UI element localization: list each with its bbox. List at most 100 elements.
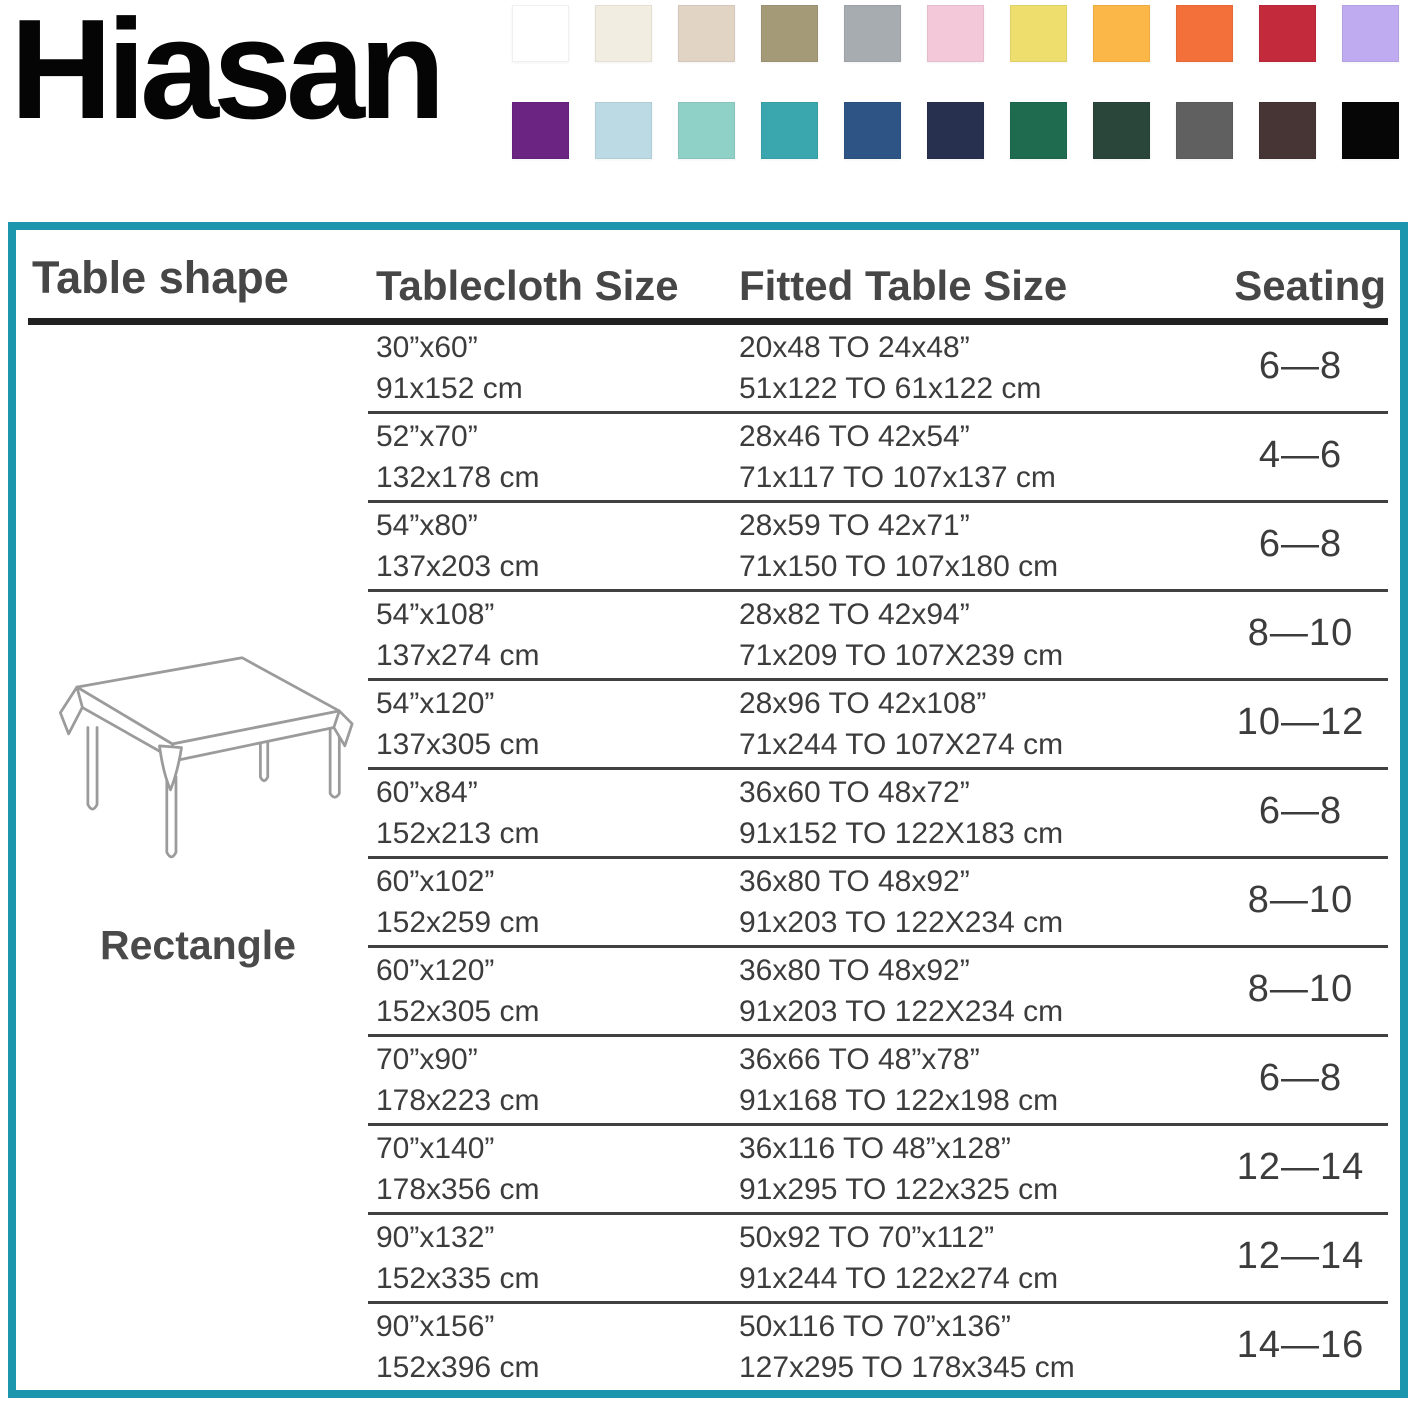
- fitted-size-cell: 36x66 TO 48”x78” 91x168 TO 122x198 cm: [733, 1039, 1213, 1121]
- color-swatch: [927, 5, 984, 62]
- tablecloth-size-cell: 90”x132” 152x335 cm: [368, 1217, 733, 1299]
- column-header-table-shape: Table shape: [32, 252, 289, 303]
- seating-cell: 8—10: [1247, 611, 1354, 654]
- fitted-size-cm: 91x295 TO 122x325 cm: [739, 1173, 1059, 1206]
- tablecloth-size-cm: 152x305 cm: [376, 995, 540, 1028]
- color-swatch: [1176, 102, 1233, 159]
- column-header-tablecloth-size: Tablecloth Size: [376, 262, 679, 309]
- fitted-size-inches: 50x92 TO 70”x112”: [739, 1221, 995, 1254]
- header-divider: [28, 318, 1388, 325]
- tablecloth-size-cm: 178x356 cm: [376, 1173, 540, 1206]
- seating-cell: 6—8: [1258, 344, 1343, 387]
- color-swatch: [761, 5, 818, 62]
- tablecloth-size-inches: 60”x120”: [376, 954, 495, 987]
- fitted-size-cm: 91x203 TO 122X234 cm: [739, 906, 1064, 939]
- fitted-size-inches: 28x82 TO 42x94”: [739, 598, 970, 631]
- rectangle-table-icon: [58, 656, 354, 859]
- fitted-size-inches: 36x80 TO 48x92”: [739, 865, 970, 898]
- color-swatch: [761, 102, 818, 159]
- tablecloth-size-inches: 52”x70”: [376, 420, 478, 453]
- tablecloth-size-cell: 70”x140” 178x356 cm: [368, 1128, 733, 1210]
- tablecloth-size-cm: 178x223 cm: [376, 1084, 540, 1117]
- tablecloth-size-inches: 90”x132”: [376, 1221, 495, 1254]
- table-shape-label: Rectangle: [100, 922, 296, 968]
- tablecloth-size-inches: 70”x90”: [376, 1043, 478, 1076]
- color-swatch-grid: [512, 5, 1399, 159]
- tablecloth-size-cell: 60”x102” 152x259 cm: [368, 861, 733, 943]
- seating-cell: 6—8: [1258, 789, 1343, 832]
- size-chart-body: Rectangle 30”x60” 91x152 cm 20x48 TO 24x…: [28, 325, 1388, 1390]
- fitted-size-cm: 71x150 TO 107x180 cm: [739, 550, 1059, 583]
- seating-cell: 4—6: [1258, 433, 1343, 476]
- fitted-size-inches: 20x48 TO 24x48”: [739, 331, 970, 364]
- tablecloth-size-inches: 30”x60”: [376, 331, 478, 364]
- color-swatch: [512, 102, 569, 159]
- color-swatch: [678, 102, 735, 159]
- fitted-size-cell: 36x116 TO 48”x128” 91x295 TO 122x325 cm: [733, 1128, 1213, 1210]
- color-swatch: [1093, 5, 1150, 62]
- table-row: 30”x60” 91x152 cm 20x48 TO 24x48” 51x122…: [368, 325, 1388, 411]
- table-row: 60”x84” 152x213 cm 36x60 TO 48x72” 91x15…: [368, 767, 1388, 856]
- table-row: 60”x102” 152x259 cm 36x80 TO 48x92” 91x2…: [368, 856, 1388, 945]
- tablecloth-size-cm: 91x152 cm: [376, 372, 523, 405]
- fitted-size-cell: 28x46 TO 42x54” 71x117 TO 107x137 cm: [733, 416, 1213, 498]
- fitted-size-cell: 36x60 TO 48x72” 91x152 TO 122X183 cm: [733, 772, 1213, 854]
- color-swatch: [595, 102, 652, 159]
- color-swatch: [1010, 102, 1067, 159]
- tablecloth-size-cell: 30”x60” 91x152 cm: [368, 327, 733, 409]
- seating-cell: 14—16: [1236, 1323, 1365, 1366]
- table-row: 70”x90” 178x223 cm 36x66 TO 48”x78” 91x1…: [368, 1034, 1388, 1123]
- color-swatch: [844, 102, 901, 159]
- color-swatch: [1342, 102, 1399, 159]
- table-row: 60”x120” 152x305 cm 36x80 TO 48x92” 91x2…: [368, 945, 1388, 1034]
- fitted-size-cell: 50x116 TO 70”x136” 127x295 TO 178x345 cm: [733, 1306, 1213, 1388]
- fitted-size-cell: 28x82 TO 42x94” 71x209 TO 107X239 cm: [733, 594, 1213, 676]
- seating-cell: 8—10: [1247, 878, 1354, 921]
- fitted-size-cell: 28x59 TO 42x71” 71x150 TO 107x180 cm: [733, 505, 1213, 587]
- fitted-size-cell: 36x80 TO 48x92” 91x203 TO 122X234 cm: [733, 861, 1213, 943]
- fitted-size-cm: 91x168 TO 122x198 cm: [739, 1084, 1059, 1117]
- tablecloth-size-cell: 70”x90” 178x223 cm: [368, 1039, 733, 1121]
- fitted-size-inches: 36x60 TO 48x72”: [739, 776, 970, 809]
- tablecloth-size-cm: 152x259 cm: [376, 906, 540, 939]
- fitted-size-cell: 20x48 TO 24x48” 51x122 TO 61x122 cm: [733, 327, 1213, 409]
- tablecloth-size-cell: 52”x70” 132x178 cm: [368, 416, 733, 498]
- color-swatch: [1176, 5, 1233, 62]
- fitted-size-cell: 28x96 TO 42x108” 71x244 TO 107X274 cm: [733, 683, 1213, 765]
- column-header-seating: Seating: [1234, 262, 1386, 309]
- tablecloth-size-cell: 54”x80” 137x203 cm: [368, 505, 733, 587]
- size-chart-rows: 30”x60” 91x152 cm 20x48 TO 24x48” 51x122…: [368, 325, 1388, 1390]
- table-row: 90”x156” 152x396 cm 50x116 TO 70”x136” 1…: [368, 1301, 1388, 1390]
- fitted-size-cell: 50x92 TO 70”x112” 91x244 TO 122x274 cm: [733, 1217, 1213, 1299]
- color-swatch: [1010, 5, 1067, 62]
- size-chart-header: Table shape Tablecloth Size Fitted Table…: [28, 230, 1388, 318]
- color-swatch: [1259, 5, 1316, 62]
- seating-cell: 6—8: [1258, 522, 1343, 565]
- tablecloth-size-cm: 152x396 cm: [376, 1351, 540, 1384]
- fitted-size-inches: 50x116 TO 70”x136”: [739, 1310, 1011, 1343]
- column-header-fitted-table-size: Fitted Table Size: [739, 262, 1068, 309]
- fitted-size-cm: 71x244 TO 107X274 cm: [739, 728, 1064, 761]
- brand-logo: Hiasan: [10, 0, 446, 149]
- seating-cell: 6—8: [1258, 1056, 1343, 1099]
- tablecloth-size-cell: 60”x120” 152x305 cm: [368, 950, 733, 1032]
- tablecloth-size-cell: 90”x156” 152x396 cm: [368, 1306, 733, 1388]
- fitted-size-cm: 91x203 TO 122X234 cm: [739, 995, 1064, 1028]
- seating-cell: 12—14: [1236, 1234, 1365, 1277]
- fitted-size-inches: 36x116 TO 48”x128”: [739, 1132, 1011, 1165]
- tablecloth-size-cm: 137x274 cm: [376, 639, 540, 672]
- fitted-size-inches: 28x96 TO 42x108”: [739, 687, 987, 720]
- tablecloth-size-inches: 60”x102”: [376, 865, 495, 898]
- table-row: 70”x140” 178x356 cm 36x116 TO 48”x128” 9…: [368, 1123, 1388, 1212]
- tablecloth-size-inches: 60”x84”: [376, 776, 478, 809]
- color-swatch: [512, 5, 569, 62]
- tablecloth-size-cell: 54”x120” 137x305 cm: [368, 683, 733, 765]
- fitted-size-cm: 91x244 TO 122x274 cm: [739, 1262, 1059, 1295]
- table-row: 54”x120” 137x305 cm 28x96 TO 42x108” 71x…: [368, 678, 1388, 767]
- tablecloth-size-inches: 90”x156”: [376, 1310, 495, 1343]
- seating-cell: 8—10: [1247, 967, 1354, 1010]
- size-chart: Table shape Tablecloth Size Fitted Table…: [8, 222, 1408, 1398]
- color-swatch: [595, 5, 652, 62]
- tablecloth-size-cm: 152x335 cm: [376, 1262, 540, 1295]
- table-row: 54”x108” 137x274 cm 28x82 TO 42x94” 71x2…: [368, 589, 1388, 678]
